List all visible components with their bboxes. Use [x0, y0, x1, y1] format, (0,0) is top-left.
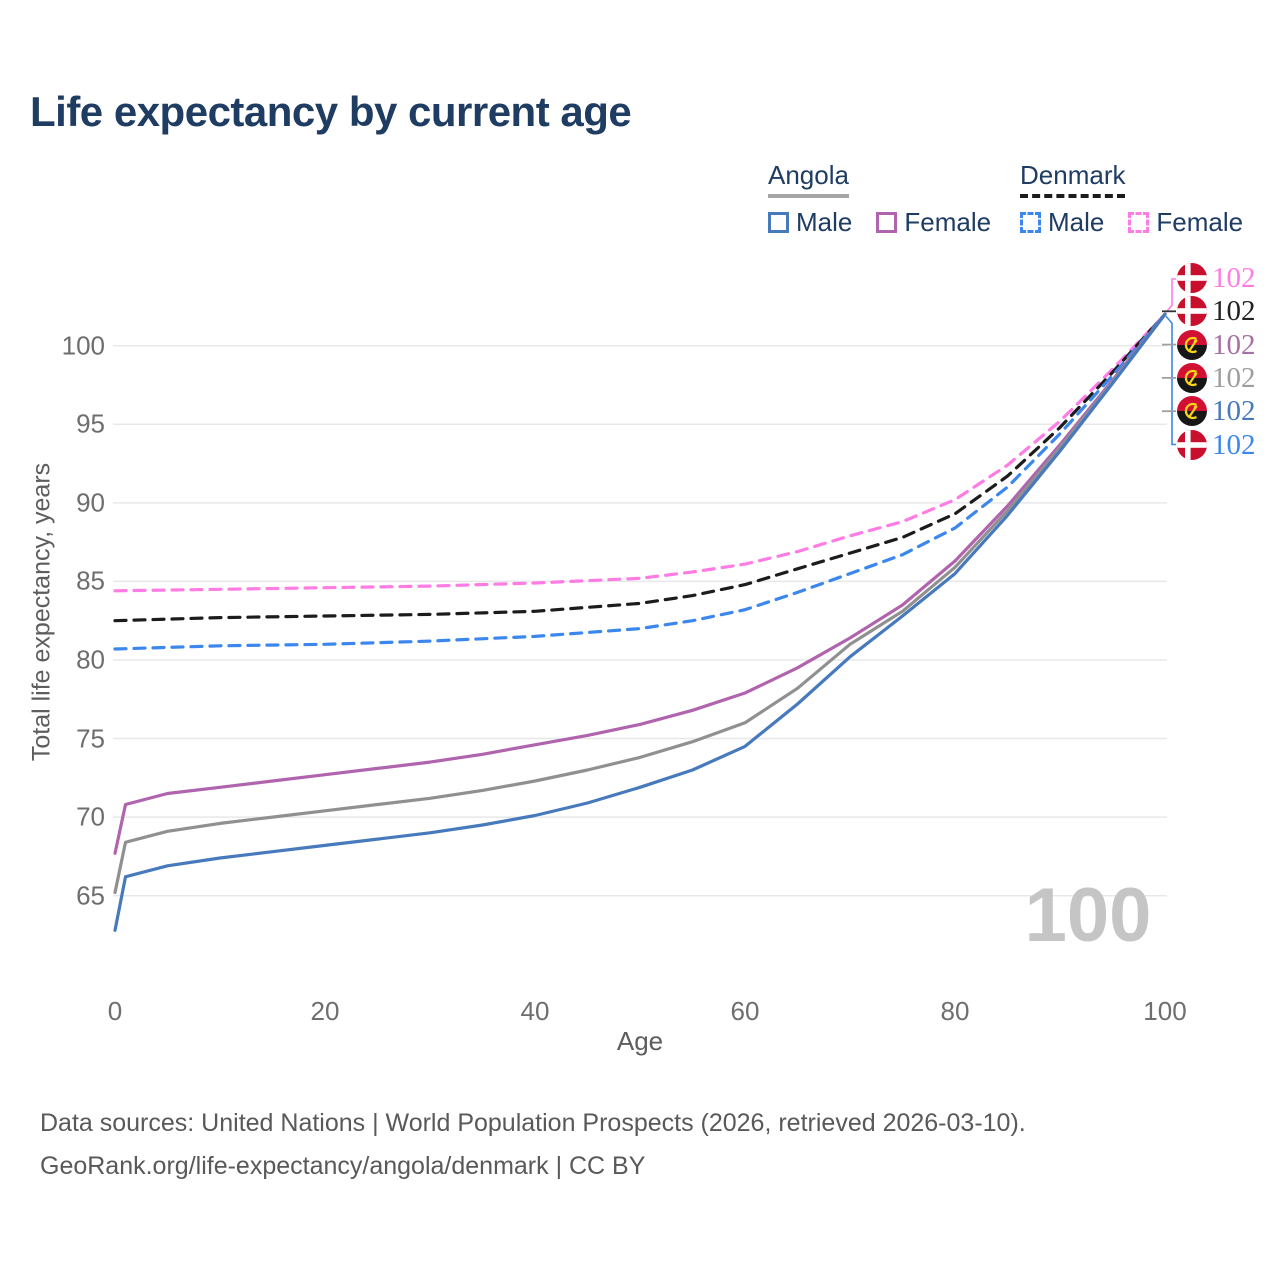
- y-tick-label: 65: [76, 880, 105, 911]
- angola-flag-icon: [1177, 362, 1207, 393]
- y-tick-label: 70: [76, 801, 105, 832]
- end-label-denmark-both-sexes: 102: [1177, 295, 1256, 328]
- legend-group-denmark: Denmark Male Female: [1020, 160, 1243, 238]
- end-label-angola-female: 102: [1177, 328, 1256, 361]
- series-line-angola-female: [113, 312, 1167, 855]
- y-tick-label: 95: [76, 408, 105, 439]
- leader-lines: [1162, 278, 1176, 446]
- end-label-denmark-female: 102: [1177, 263, 1256, 293]
- series-line-denmark-female: [113, 312, 1167, 593]
- denmark-female-swatch-icon: [1128, 212, 1150, 233]
- legend-group-angola: Angola Male Female: [768, 160, 991, 238]
- x-tick-label: 100: [1143, 996, 1187, 1026]
- x-tick-label: 20: [310, 996, 340, 1026]
- y-tick-label: 80: [76, 644, 105, 675]
- gridlines: [113, 344, 1167, 897]
- denmark-flag-icon: [1177, 263, 1207, 293]
- end-value: 102: [1212, 328, 1256, 361]
- x-axis-title: Age: [616, 1026, 664, 1056]
- end-label-denmark-male: 102: [1177, 428, 1256, 461]
- y-tick-label: 85: [76, 565, 105, 596]
- end-value: 102: [1212, 361, 1256, 394]
- end-label-angola-male: 102: [1177, 395, 1256, 428]
- end-value: 102: [1212, 428, 1256, 461]
- angola-male-swatch-icon: [768, 212, 789, 233]
- legend-title-denmark: Denmark: [1020, 160, 1126, 198]
- y-tick-label: 100: [61, 330, 105, 361]
- legend-item-denmark-male[interactable]: Male: [1020, 207, 1104, 238]
- denmark-male-swatch-icon: [1020, 212, 1041, 233]
- y-tick-label: 90: [76, 487, 105, 518]
- x-tick-label: 0: [107, 996, 123, 1026]
- legend-title-angola: Angola: [768, 160, 849, 198]
- legend-item-label: Female: [904, 207, 992, 237]
- x-tick-label: 80: [940, 996, 970, 1026]
- data-sources-text: Data sources: United Nations | World Pop…: [40, 1109, 1026, 1137]
- legend-item-label: Female: [1156, 207, 1244, 237]
- angola-flag-icon: [1177, 396, 1207, 427]
- angola-flag-icon: [1177, 329, 1207, 360]
- series-lines: [113, 312, 1167, 932]
- source-url-text: GeoRank.org/life-expectancy/angola/denma…: [40, 1151, 646, 1180]
- legend-item-denmark-female[interactable]: Female: [1128, 207, 1243, 238]
- end-value: 102: [1212, 262, 1256, 294]
- series-line-denmark-male: [113, 312, 1167, 651]
- legend-item-angola-female[interactable]: Female: [876, 207, 991, 238]
- series-line-angola-both-sexes: [113, 312, 1167, 895]
- denmark-flag-icon: [1177, 429, 1207, 460]
- angola-female-swatch-icon: [876, 212, 898, 233]
- footer: Data sources: United Nations | World Pop…: [40, 1102, 1026, 1187]
- x-tick-label: 60: [730, 996, 760, 1026]
- y-tick-label: 75: [76, 723, 105, 754]
- page-title: Life expectancy by current age: [30, 88, 632, 135]
- legend-item-label: Male: [1048, 207, 1105, 237]
- denmark-flag-icon: [1177, 296, 1207, 327]
- end-value: 102: [1212, 295, 1256, 328]
- legend-item-angola-male[interactable]: Male: [768, 207, 852, 238]
- end-value: 102: [1212, 395, 1256, 428]
- series-line-angola-male: [113, 312, 1167, 932]
- end-label-angola-both-sexes: 102: [1177, 361, 1256, 394]
- legend-item-label: Male: [796, 207, 853, 237]
- series-line-denmark-both-sexes: [113, 312, 1167, 623]
- x-tick-label: 40: [520, 996, 550, 1026]
